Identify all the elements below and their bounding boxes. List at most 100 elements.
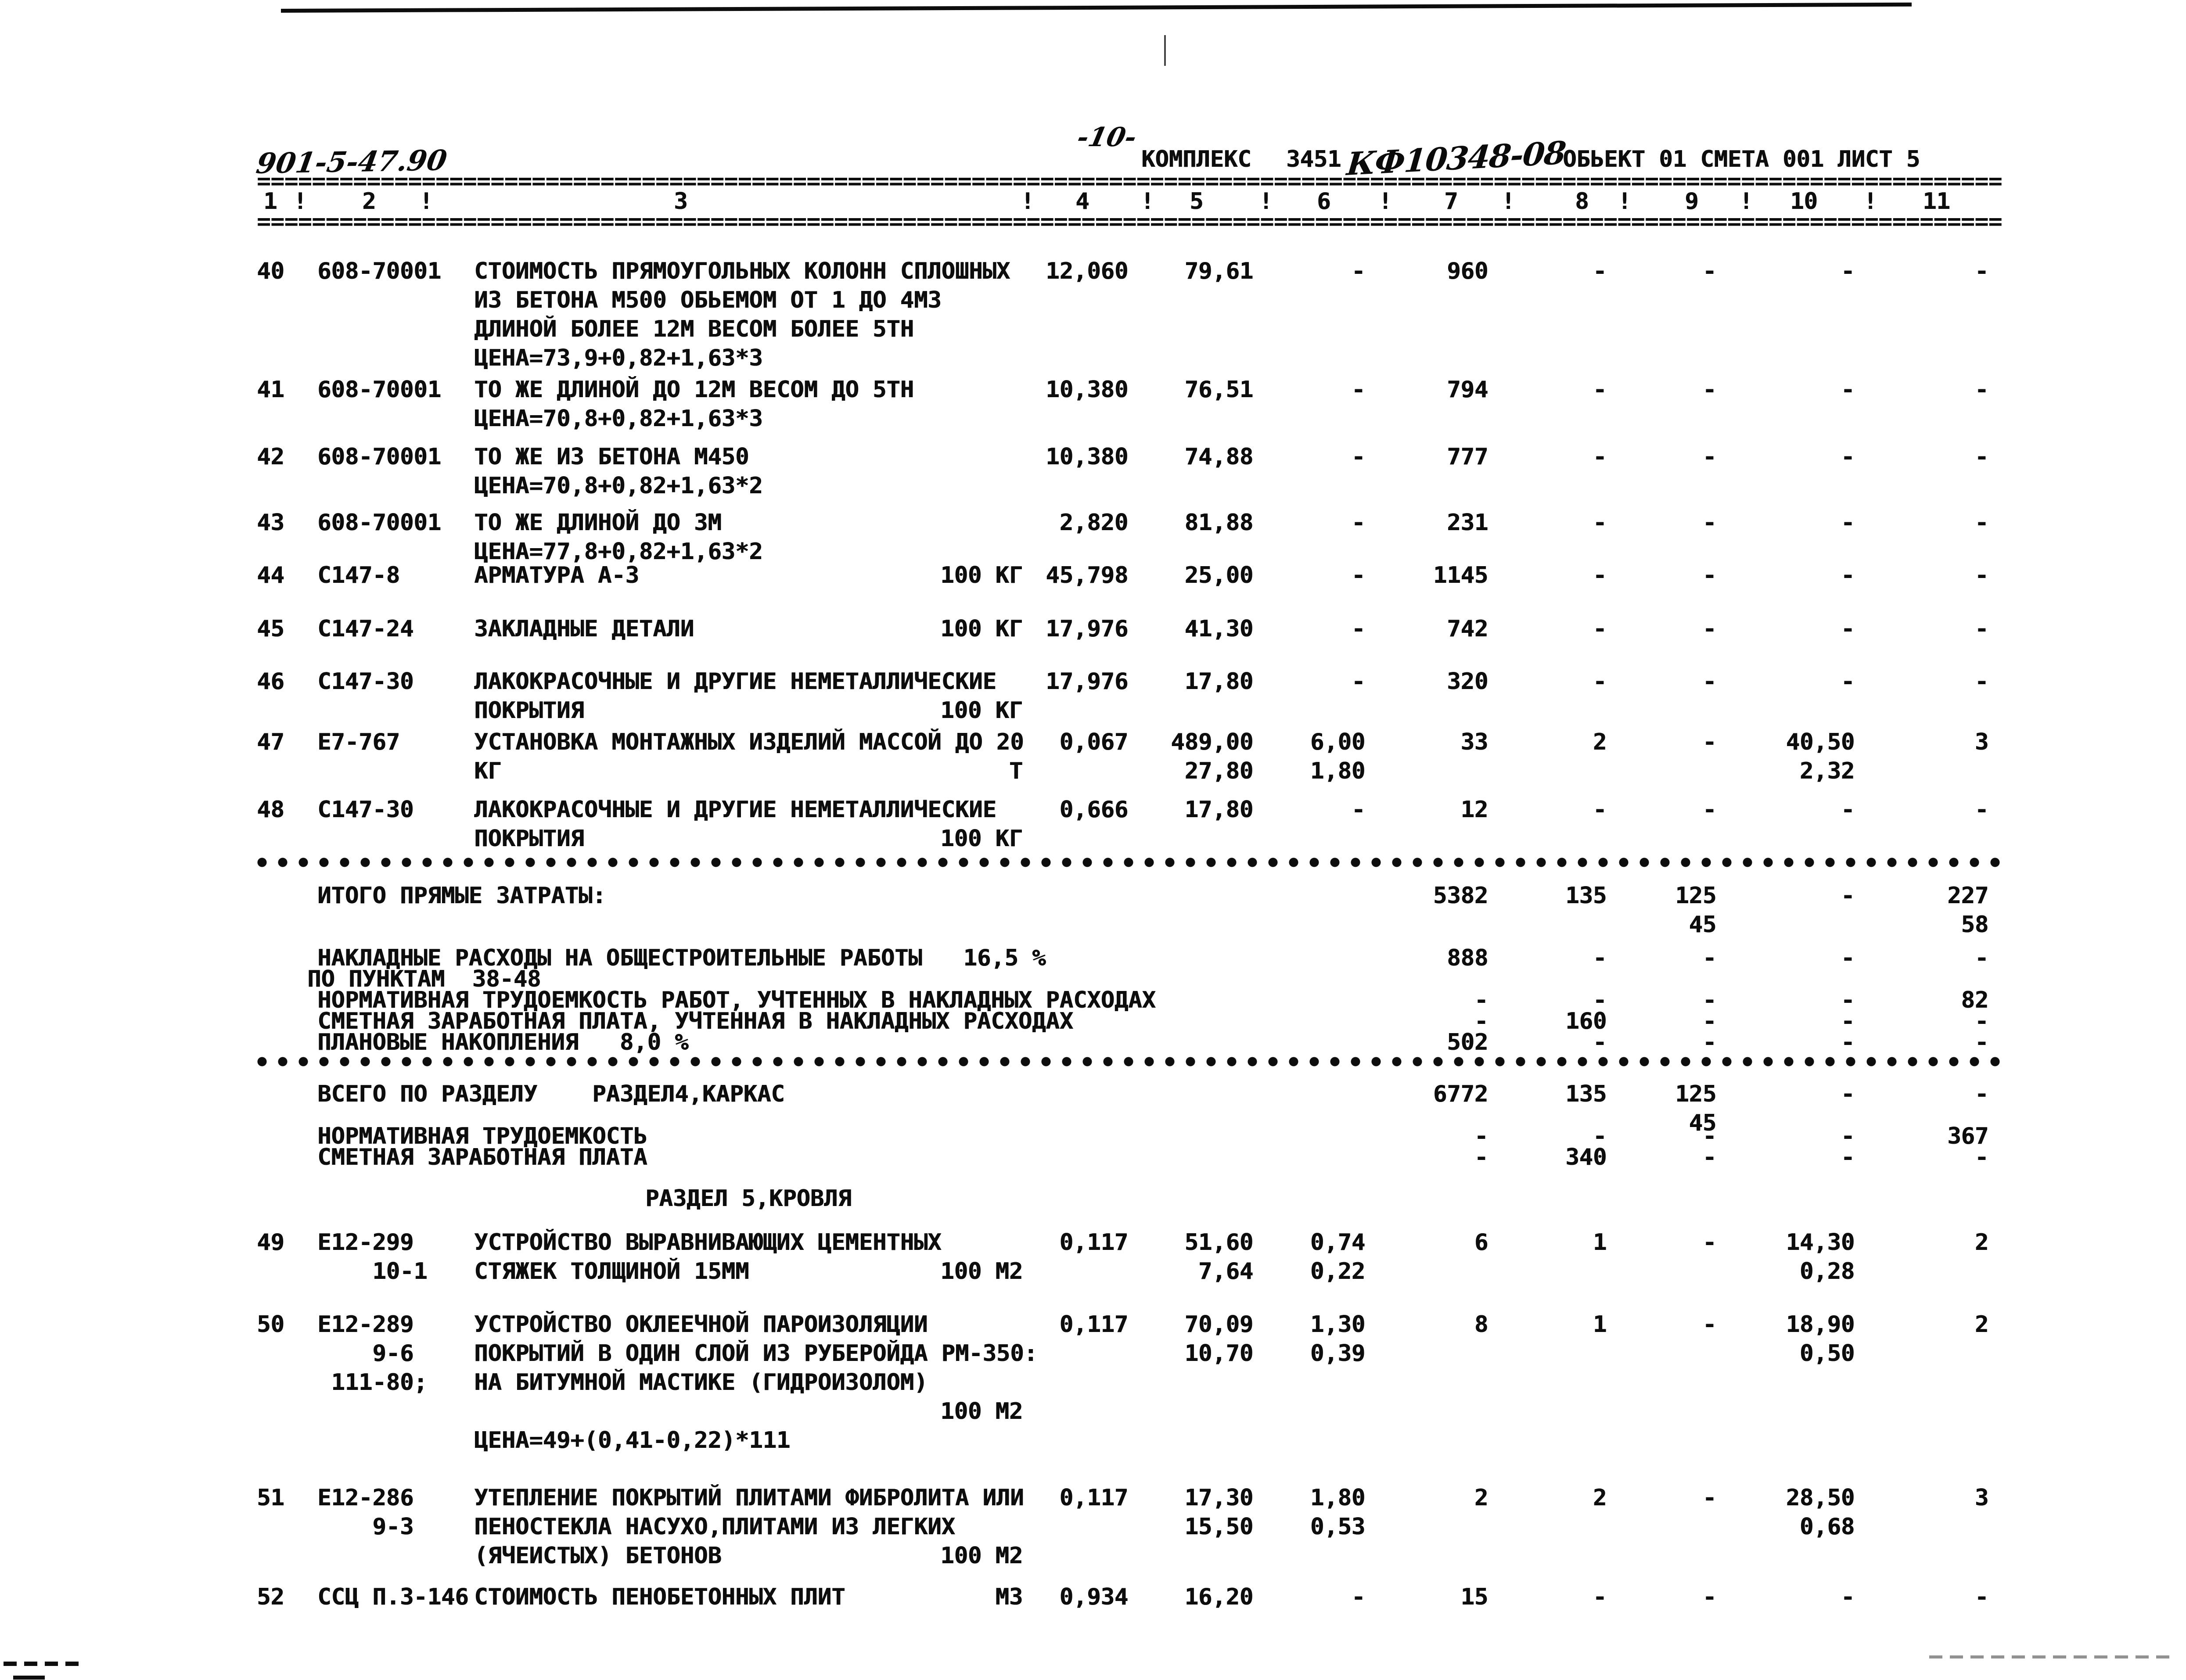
cell-c9: - — [1702, 616, 1716, 642]
cell-c8: 1 — [1593, 1229, 1607, 1256]
row-number: 52 — [257, 1584, 284, 1610]
cell-c6: 1,80 0,53 — [1310, 1485, 1365, 1540]
cell-c9: - — [1702, 444, 1716, 470]
cell-c8: - — [1593, 797, 1607, 823]
cell-c8: 1 — [1593, 1311, 1607, 1338]
row-unit: М3 — [995, 1584, 1023, 1610]
col-header-number-3: 3 — [674, 188, 688, 215]
cell-c8: - — [1593, 1029, 1607, 1055]
cell-c5: 74,88 — [1184, 444, 1253, 470]
cell-c11: - — [1974, 616, 1988, 642]
cell-c8: 135 — [1565, 883, 1607, 909]
cell-c9: 125 45 — [1675, 883, 1716, 938]
row-description: АРМАТУРА А-3 — [474, 562, 639, 589]
summary-label: ПО ПУНКТАМ 38-48 — [307, 966, 541, 992]
cell-c9: - — [1702, 510, 1716, 536]
cell-c9: 125 45 — [1675, 1081, 1716, 1136]
cell-c4: 0,067 — [1059, 729, 1128, 755]
cell-c9: - — [1702, 945, 1716, 971]
cell-c7: 794 — [1447, 377, 1488, 403]
cell-c10: - — [1841, 444, 1855, 470]
cell-c5: 79,61 — [1184, 258, 1253, 284]
row-description: ЗАКЛАДНЫЕ ДЕТАЛИ — [474, 616, 694, 642]
scan-artifact-bottom-left — [4, 1662, 80, 1666]
cell-c10: 18,90 0,50 — [1786, 1311, 1855, 1367]
cell-c9: - — [1702, 562, 1716, 589]
cell-c6: 0,74 0,22 — [1310, 1229, 1365, 1285]
cell-c10: - — [1841, 1144, 1855, 1170]
cell-c7: 1145 — [1433, 562, 1488, 589]
row-number: 42 — [257, 444, 284, 470]
cell-c4: 12,060 — [1046, 258, 1128, 284]
cell-c8: - — [1593, 945, 1607, 971]
cell-c11: 3 — [1974, 1485, 1988, 1511]
cell-c8: - — [1593, 258, 1607, 284]
cell-c8: - — [1593, 987, 1607, 1013]
row-code: Е12-299 10-1 — [317, 1229, 428, 1285]
cell-c7: 888 — [1447, 945, 1488, 971]
cell-c4: 0,117 — [1059, 1229, 1128, 1256]
cell-c7: 320 — [1447, 668, 1488, 695]
cell-c6: - — [1351, 1584, 1365, 1610]
scan-artifact-top-line — [280, 2, 1912, 13]
row-code: Е12-289 9-6 111-80; — [317, 1311, 428, 1396]
col-header-number-9: 9 — [1685, 188, 1699, 215]
complex-number: 3451 — [1286, 146, 1341, 172]
cell-c4: 45,798 — [1046, 562, 1128, 589]
cell-c7: 231 — [1447, 510, 1488, 536]
row-description: УСТРОЙСТВО ОКЛЕЕЧНОЙ ПАРОИЗОЛЯЦИИ ПОКРЫТ… — [474, 1311, 1038, 1454]
cell-c6: - — [1351, 510, 1365, 536]
col-header-separator: ! — [1739, 188, 1753, 215]
cell-c5: 76,51 — [1184, 377, 1253, 403]
scan-artifact-bottom-right — [1929, 1655, 2173, 1658]
row-code: Е12-286 9-3 — [317, 1485, 414, 1540]
row-code: 608-70001 — [317, 510, 441, 536]
cell-c11: 2 — [1974, 1229, 1988, 1256]
cell-c4: 10,380 — [1046, 444, 1128, 470]
cell-c8: - — [1593, 562, 1607, 589]
row-code: 608-70001 — [317, 377, 441, 403]
cell-c8: - — [1593, 1584, 1607, 1610]
cell-c10: - — [1841, 562, 1855, 589]
col-header-number-2: 2 — [362, 188, 376, 215]
cell-c4: 17,976 — [1046, 668, 1128, 695]
row-unit: 100 М2 — [940, 1258, 1023, 1285]
cell-c11: 82 — [1961, 987, 1988, 1013]
cell-c7: 742 — [1447, 616, 1488, 642]
cell-c4: 10,380 — [1046, 377, 1128, 403]
table-rule-2: ========================================… — [257, 208, 2002, 235]
cell-c10: 14,30 0,28 — [1786, 1229, 1855, 1285]
cell-c11: 227 58 — [1947, 883, 1988, 938]
row-unit: 100 КГ — [940, 826, 1023, 852]
cell-c4: 0,934 — [1059, 1584, 1128, 1610]
cell-c10: - — [1841, 797, 1855, 823]
col-header-number-11: 11 — [1923, 188, 1950, 215]
cell-c4: 0,117 — [1059, 1485, 1128, 1511]
row-number: 50 — [257, 1311, 284, 1338]
cell-c5: 17,80 — [1184, 668, 1253, 695]
cell-c8: - — [1593, 444, 1607, 470]
row-number: 47 — [257, 729, 284, 755]
scan-artifact-tick — [1164, 35, 1166, 66]
cell-c8: 135 — [1565, 1081, 1607, 1107]
cell-c8: 340 — [1565, 1144, 1607, 1170]
row-number: 49 — [257, 1229, 284, 1256]
row-description: УСТРОЙСТВО ВЫРАВНИВАЮЩИХ ЦЕМЕНТНЫХ СТЯЖЕ… — [474, 1229, 942, 1285]
row-number: 43 — [257, 510, 284, 536]
cell-c8: - — [1593, 1123, 1607, 1149]
cell-c9: - — [1702, 1584, 1716, 1610]
cell-c7: - — [1474, 1144, 1488, 1170]
cell-c11: - — [1974, 668, 1988, 695]
summary-label: СМЕТНАЯ ЗАРАБОТНАЯ ПЛАТА — [317, 1144, 647, 1170]
col-header-number-6: 6 — [1317, 188, 1331, 215]
col-header-number-1: 1 — [263, 188, 277, 215]
row-unit: 100 КГ — [940, 697, 1023, 724]
cell-c6: 1,30 0,39 — [1310, 1311, 1365, 1367]
cell-c10: - — [1841, 1584, 1855, 1610]
col-header-separator: ! — [1259, 188, 1273, 215]
separator-dotted-1 — [257, 857, 2004, 868]
cell-c5: 51,60 7,64 — [1184, 1229, 1253, 1285]
cell-c4: 0,117 — [1059, 1311, 1128, 1338]
cell-c6: - — [1351, 377, 1365, 403]
cell-c11: - — [1974, 797, 1988, 823]
